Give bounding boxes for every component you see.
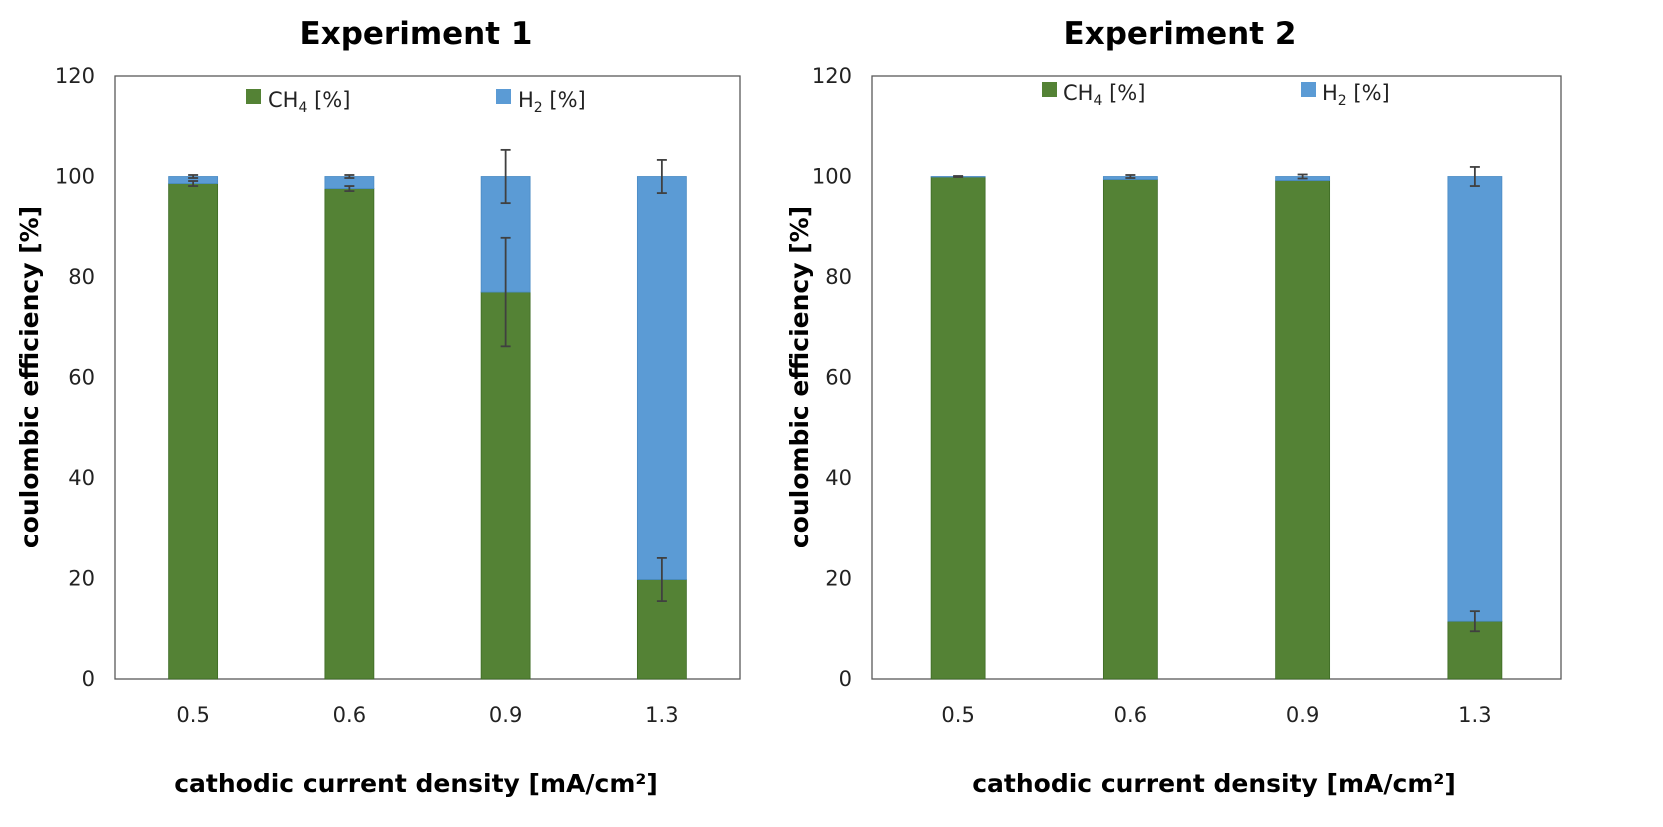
error-bar-h2: [1469, 166, 1480, 187]
error-bar-h2: [1297, 173, 1308, 180]
y-tick-label: 20: [68, 567, 95, 591]
chart-experiment-1: Experiment 1 0 20 40 60 80 100 120 0.5 0.6 0.9 1.…: [15, 16, 741, 798]
legend-swatch: [1301, 82, 1316, 97]
bar-h2: [636, 176, 687, 580]
x-tick-label: 0.6: [1114, 703, 1147, 727]
x-axis: 0.5 0.6 0.9 1.3: [941, 703, 1491, 727]
error-bar-h2: [344, 174, 355, 179]
x-tick-label: 1.3: [1458, 703, 1491, 727]
y-tick-label: 20: [825, 567, 852, 591]
error-bar-ch4: [656, 556, 667, 603]
x-tick-label: 0.5: [941, 703, 974, 727]
legend-item-ch4: CH4 [%]: [246, 88, 350, 116]
legend-label: CH4 [%]: [268, 88, 350, 116]
x-tick-label: 0.5: [176, 703, 209, 727]
x-axis-title: cathodic current density [mA/cm²]: [972, 769, 1456, 798]
legend-label: CH4 [%]: [1063, 81, 1145, 109]
bar-ch4: [480, 291, 531, 680]
x-tick-label: 0.9: [1286, 703, 1319, 727]
legend-item-h2: H2 [%]: [496, 88, 586, 116]
y-axis-title: coulombic efficiency [%]: [785, 206, 814, 548]
error-bar-h2: [188, 174, 199, 179]
y-tick-label: 100: [812, 165, 852, 189]
bar-marks: [930, 166, 1503, 680]
chart-title: Experiment 2: [1064, 16, 1297, 52]
error-bar-h2: [953, 175, 964, 178]
bar-ch4: [1102, 179, 1158, 680]
y-tick-label: 100: [55, 165, 95, 189]
bar-ch4: [324, 188, 375, 680]
bar-marks: [168, 148, 687, 680]
legend-swatch: [496, 89, 511, 104]
chart-title: Experiment 1: [300, 16, 533, 52]
bar-h2: [1447, 176, 1503, 622]
x-tick-label: 0.6: [333, 703, 366, 727]
legend-label: H2 [%]: [518, 88, 586, 116]
error-bar-h2: [1125, 174, 1136, 179]
y-tick-label: 0: [82, 667, 95, 691]
bar-ch4: [930, 176, 986, 680]
error-bar-ch4: [1469, 610, 1480, 633]
legend-swatch: [1042, 82, 1057, 97]
legend: CH4 [%] H2 [%]: [246, 88, 586, 116]
legend-label: H2 [%]: [1322, 81, 1390, 109]
bar-ch4: [1275, 180, 1331, 680]
legend-item-ch4: CH4 [%]: [1042, 81, 1145, 109]
x-axis-title: cathodic current density [mA/cm²]: [174, 769, 658, 798]
y-tick-label: 40: [825, 466, 852, 490]
y-axis-title: coulombic efficiency [%]: [15, 206, 44, 548]
y-tick-label: 120: [55, 64, 95, 88]
x-tick-label: 0.9: [489, 703, 522, 727]
y-tick-label: 80: [825, 265, 852, 289]
error-bar-h2: [500, 148, 511, 205]
x-axis: 0.5 0.6 0.9 1.3: [176, 703, 678, 727]
x-tick-label: 1.3: [645, 703, 678, 727]
plot-area: [871, 75, 1562, 680]
y-tick-label: 40: [68, 466, 95, 490]
y-axis: 0 20 40 60 80 100 120: [812, 64, 852, 691]
legend-item-h2: H2 [%]: [1301, 81, 1390, 109]
error-bar-ch4: [500, 236, 511, 348]
error-bar-ch4: [188, 180, 199, 187]
y-tick-label: 60: [68, 366, 95, 390]
y-tick-label: 120: [812, 64, 852, 88]
legend-swatch: [246, 89, 261, 104]
bar-ch4: [168, 183, 219, 680]
error-bar-h2: [656, 159, 667, 194]
chart-experiment-2: Experiment 2 0 20 40 60 80 100 120 0.5 0.6 0.9 1.…: [785, 16, 1562, 798]
y-tick-label: 0: [839, 667, 852, 691]
y-tick-label: 60: [825, 366, 852, 390]
plot-area: [114, 75, 741, 680]
y-tick-label: 80: [68, 265, 95, 289]
error-bar-ch4: [344, 185, 355, 192]
y-axis: 0 20 40 60 80 100 120: [55, 64, 95, 691]
legend: CH4 [%] H2 [%]: [1042, 81, 1390, 109]
